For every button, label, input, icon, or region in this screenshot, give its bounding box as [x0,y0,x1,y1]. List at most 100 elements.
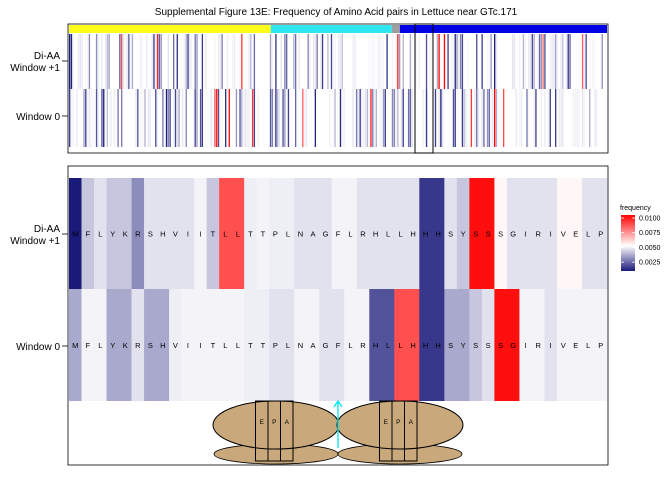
top-stripe [239,89,241,147]
top-stripe [280,89,282,147]
top-stripe [275,89,277,147]
top-stripe [467,34,469,89]
top-stripe [486,89,489,147]
sequence-letter: S [486,341,491,350]
top-stripe [329,89,331,147]
top-heatmap-stripes [69,34,607,147]
top-stripe [273,89,275,147]
top-stripe [108,34,110,89]
sequence-letter: A [310,230,315,239]
top-stripe [142,89,144,147]
top-stripe [402,89,404,147]
sequence-letter: V [173,341,178,350]
top-stripe [411,34,413,89]
top-stripe [338,89,340,147]
top-stripe [90,89,92,147]
top-stripe [284,34,286,89]
top-stripe [599,34,602,89]
top-stripe [79,34,82,89]
top-stripe [395,34,397,89]
sequence-letter: H [373,230,378,239]
cell-window-plus1 [144,178,157,289]
top-stripe [174,89,177,147]
region-bar-segment [399,25,607,33]
top-stripe [103,89,105,147]
cell-window-0 [531,289,545,401]
top-stripe [447,34,449,89]
sequence-letter: S [498,230,503,239]
top-stripe [382,34,385,89]
top-stripe [282,89,284,147]
sequence-letter: L [398,341,402,350]
top-stripe [585,89,587,147]
cell-window-plus1 [544,178,558,289]
top-stripe [216,89,218,147]
top-stripe [529,34,532,89]
sequence-letter: S [148,230,153,239]
sequence-letter: S [486,230,491,239]
top-stripe [97,34,100,89]
sequence-letter: I [525,341,527,350]
row-label: Window +1 [10,63,60,74]
cell-window-plus1 [69,178,82,289]
top-stripe [511,34,514,89]
cell-window-plus1 [331,178,345,289]
top-stripe [551,34,553,89]
top-stripe [269,89,272,147]
cleavage-arrow-head [333,399,343,408]
frequency-legend: frequency 0.0100 0.0075 0.0050 0.0025 [620,205,661,271]
cell-window-plus1 [194,178,207,289]
ribosome-site-label: P [272,419,276,426]
top-stripe [495,34,498,89]
top-stripe [235,89,238,147]
top-stripe [302,89,304,147]
top-stripe [189,89,191,147]
top-stripe [88,34,91,89]
top-stripe [117,89,119,147]
sequence-letter: K [123,230,128,239]
top-stripe [474,89,476,147]
top-stripe [287,89,290,147]
cell-window-0 [294,289,308,401]
top-stripe [454,34,456,89]
top-stripe [158,34,161,89]
top-stripe [94,89,96,147]
top-stripe [366,89,369,147]
top-stripe [581,89,584,147]
cell-window-plus1 [419,178,433,289]
cell-window-0 [144,289,157,401]
sequence-letter: G [510,341,516,350]
sequence-letter: H [423,341,428,350]
top-stripe [199,89,202,147]
top-stripe [372,34,374,89]
sequence-letter: L [286,230,290,239]
sequence-letter: I [550,341,552,350]
top-stripe [488,34,490,89]
top-stripe [165,89,168,147]
top-stripe [269,34,272,89]
top-stripe [85,34,87,89]
row-label: Window 0 [16,112,60,123]
sequence-letter: L [98,341,102,350]
top-stripe [554,34,557,89]
top-stripe [124,34,126,89]
top-stripe [167,89,169,147]
top-stripe [285,34,288,89]
top-stripe [506,89,508,147]
top-stripe [567,34,569,89]
top-stripe [409,89,412,147]
top-stripe [537,34,539,89]
top-stripe [562,34,564,89]
cell-window-plus1 [519,178,533,289]
top-stripe [418,34,421,89]
top-stripe [578,89,580,147]
top-stripe [217,89,220,147]
top-stripe [192,89,195,147]
cell-window-0 [69,289,82,401]
top-stripe [424,34,426,89]
top-stripe [253,89,256,147]
sequence-letter: P [273,341,278,350]
cell-window-plus1 [481,178,495,289]
ribosome-site-label: P [396,419,400,426]
